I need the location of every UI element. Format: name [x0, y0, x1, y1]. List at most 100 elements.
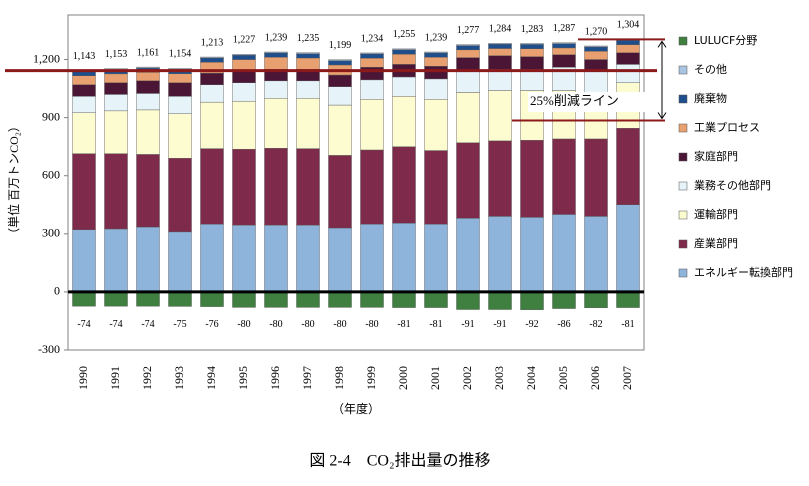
bar-segment — [296, 53, 320, 59]
x-tick-label: 1998 — [332, 366, 346, 390]
x-tick-label: 2004 — [524, 366, 538, 390]
bar-segment — [296, 224, 320, 293]
bar-segment — [424, 291, 448, 308]
legend-label: 工業プロセス — [694, 121, 760, 134]
lulucf-label: -91 — [493, 319, 506, 330]
legend-label: 廃棄物 — [694, 91, 727, 105]
bar-segment — [584, 216, 608, 293]
bar-segment — [328, 59, 352, 61]
x-tick-label: 2000 — [396, 366, 410, 390]
bar-segment — [552, 42, 576, 44]
bar-segment — [264, 80, 288, 99]
bar-segment — [104, 94, 128, 112]
bar-segment — [392, 76, 416, 97]
y-tick-label: 1,200 — [33, 51, 60, 65]
bar-segment — [104, 228, 128, 293]
total-label: 1,304 — [617, 20, 640, 31]
bar-segment — [616, 128, 640, 205]
bar-segment — [72, 75, 96, 85]
bar-segment — [424, 99, 448, 151]
total-label: 1,154 — [169, 49, 192, 60]
bar-segment — [520, 291, 544, 310]
bar-segment — [456, 92, 480, 144]
x-tick-label: 1995 — [236, 366, 250, 390]
lulucf-label: -81 — [397, 319, 410, 330]
lulucf-label: -75 — [173, 319, 186, 330]
bar-segment — [456, 218, 480, 293]
bar-segment — [616, 44, 640, 53]
plot-frame — [67, 14, 645, 351]
bar-segment — [488, 140, 512, 217]
x-tick-label: 2002 — [460, 366, 474, 390]
total-label: 1,239 — [425, 32, 448, 43]
bar-segment — [552, 138, 576, 215]
bar-segment — [424, 223, 448, 293]
bar-segment — [616, 40, 640, 45]
bar-segment — [360, 53, 384, 59]
total-label: 1,255 — [393, 29, 416, 40]
bar-segment — [520, 43, 544, 45]
x-tick-label: 1990 — [76, 366, 90, 390]
y-tick-label: 900 — [42, 109, 60, 123]
bar-segment — [72, 84, 96, 97]
total-label: 1,153 — [105, 49, 128, 60]
arrow-head — [657, 40, 667, 120]
bar-segment — [616, 52, 640, 65]
lulucf-label: -86 — [557, 319, 570, 330]
bar-segment — [392, 222, 416, 293]
bar-segment — [328, 104, 352, 156]
total-label: 1,287 — [553, 23, 576, 34]
y-tick-label: -300 — [38, 342, 60, 356]
bar-segment — [264, 291, 288, 308]
bar-segment — [616, 64, 640, 83]
bar-segment — [168, 291, 192, 307]
bar-segment — [360, 223, 384, 293]
total-label: 1,227 — [233, 35, 256, 46]
bar-segment — [200, 56, 224, 59]
bar-segment — [232, 69, 256, 83]
y-tick-label: 0 — [54, 284, 60, 298]
bar-segment — [584, 291, 608, 308]
bar-segment — [360, 291, 384, 308]
y-axis-label: （単位 百万トンCO₂） — [6, 120, 21, 240]
total-label: 1,235 — [297, 33, 320, 44]
bar-segment — [456, 142, 480, 219]
lulucf-label: -80 — [333, 319, 346, 330]
legend-swatch — [678, 268, 688, 278]
bar-segment — [264, 98, 288, 149]
bar-segment — [584, 46, 608, 52]
bar-segment — [360, 52, 384, 55]
bar-segment — [616, 204, 640, 293]
total-label: 1,213 — [201, 37, 224, 48]
bar-segment — [552, 54, 576, 68]
bar-segment — [392, 96, 416, 147]
x-tick-label: 2006 — [588, 366, 602, 390]
bar-segment — [424, 57, 448, 67]
x-tick-label: 1994 — [204, 366, 218, 390]
x-tick-label: 2005 — [556, 366, 570, 390]
bar-segment — [264, 52, 288, 58]
x-axis-label: （年度） — [332, 401, 380, 416]
lulucf-label: -74 — [77, 319, 90, 330]
bar-segment — [488, 291, 512, 310]
bar-segment — [200, 148, 224, 225]
bar-segment — [520, 48, 544, 57]
bar-segment — [456, 49, 480, 58]
total-label: 1,161 — [137, 47, 160, 58]
bar-segment — [72, 153, 96, 230]
legend-swatch — [678, 94, 688, 104]
x-tick-label: 1991 — [108, 366, 122, 390]
bar-segment — [232, 291, 256, 308]
lulucf-label: -81 — [621, 319, 634, 330]
y-tick-label: 300 — [42, 226, 60, 240]
lulucf-label: -74 — [141, 319, 154, 330]
total-label: 1,234 — [361, 33, 384, 44]
bar-segment — [488, 43, 512, 45]
bar-segment — [456, 45, 480, 51]
bar-segment — [264, 57, 288, 70]
bar-segment — [392, 291, 416, 308]
bar-segment — [200, 57, 224, 63]
legend-swatch — [678, 181, 688, 191]
bar-segment — [72, 96, 96, 113]
bar-segment — [296, 148, 320, 226]
